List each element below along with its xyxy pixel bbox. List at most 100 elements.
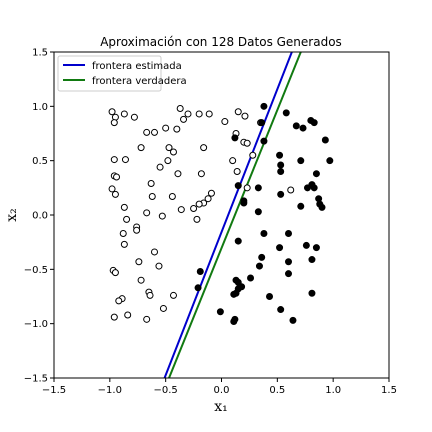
open-point — [180, 115, 188, 123]
filled-point — [308, 289, 316, 297]
open-point — [174, 170, 182, 178]
open-point — [115, 297, 123, 305]
filled-point — [276, 151, 284, 159]
open-point — [158, 212, 166, 220]
filled-point — [266, 293, 274, 300]
filled-point — [254, 184, 262, 192]
open-point — [151, 248, 158, 256]
open-point — [137, 276, 145, 284]
open-point — [193, 215, 201, 223]
filled-point — [260, 102, 268, 110]
y-tick-label: 0.5 — [32, 156, 48, 167]
filled-point — [230, 290, 238, 298]
open-point — [135, 258, 143, 266]
open-point — [108, 108, 116, 116]
open-point — [156, 163, 164, 171]
open-point — [155, 262, 163, 270]
open-point — [243, 184, 251, 192]
open-point — [195, 110, 203, 118]
filled-point — [282, 109, 290, 117]
open-point — [111, 190, 119, 198]
filled-point — [299, 124, 307, 132]
filled-point — [318, 203, 326, 211]
open-point — [143, 209, 151, 217]
filled-point — [326, 157, 334, 165]
open-point — [121, 156, 129, 164]
open-point — [124, 311, 132, 319]
open-point — [205, 110, 213, 118]
filled-point — [234, 182, 242, 190]
filled-point — [312, 170, 320, 178]
y-tick-label: 0.0 — [32, 211, 48, 222]
open-point — [169, 291, 177, 299]
open-point — [162, 124, 170, 132]
open-point — [169, 148, 177, 156]
open-point — [120, 203, 128, 211]
filled-point — [297, 157, 305, 165]
x-tick-label: 0.0 — [214, 385, 230, 396]
x-axis-title: x₁ — [214, 399, 228, 415]
open-point — [123, 215, 131, 223]
filled-point — [297, 202, 305, 210]
filled-point — [260, 137, 268, 145]
open-point — [133, 226, 141, 234]
x-tick-label: 1.0 — [325, 385, 341, 396]
open-point — [164, 157, 172, 165]
filled-point — [312, 244, 320, 252]
open-point — [108, 185, 116, 193]
open-point — [137, 144, 145, 152]
x-tick-label: −1.5 — [42, 385, 66, 396]
filled-point — [277, 190, 285, 198]
open-point — [113, 173, 121, 181]
y-tick-label: 1.0 — [32, 102, 48, 113]
true-boundary-line — [168, 51, 302, 379]
open-point — [146, 291, 154, 299]
filled-point — [277, 306, 285, 314]
open-point — [165, 144, 173, 152]
open-point — [190, 204, 198, 212]
filled-point — [277, 168, 285, 176]
open-point — [173, 125, 181, 133]
y-axis-ticks: −1.5 −1.0 −0.5 0.0 0.5 1.0 1.5 — [24, 48, 54, 385]
open-point — [233, 168, 241, 176]
open-point — [184, 110, 192, 118]
filled-point — [285, 229, 292, 237]
filled-point — [285, 270, 292, 278]
x-axis-ticks: −1.5 −1.0 −0.5 0.0 0.5 1.0 1.5 — [42, 378, 397, 396]
filled-point — [321, 136, 329, 144]
data-points — [108, 102, 334, 325]
open-point — [119, 229, 127, 237]
x-tick-label: −0.5 — [154, 385, 178, 396]
open-point — [207, 189, 215, 197]
filled-point — [277, 161, 285, 169]
open-point — [176, 105, 184, 113]
filled-point — [231, 134, 239, 142]
open-point — [148, 193, 156, 201]
open-point — [143, 128, 151, 136]
filled-point — [260, 229, 268, 237]
filled-point — [194, 284, 202, 292]
open-point — [204, 195, 212, 203]
open-point — [143, 315, 151, 323]
open-point — [200, 144, 208, 152]
open-point — [159, 304, 167, 312]
open-point — [120, 240, 128, 248]
open-point — [195, 200, 203, 208]
filled-point — [234, 237, 242, 245]
open-point — [229, 157, 237, 165]
filled-point — [308, 256, 316, 264]
chart-title: Aproximación con 128 Datos Generados — [100, 35, 342, 49]
filled-point — [302, 241, 310, 249]
filled-point — [258, 119, 266, 127]
open-point — [234, 108, 242, 116]
open-point — [147, 179, 155, 187]
x-tick-label: 0.5 — [269, 385, 285, 396]
open-point — [243, 139, 251, 147]
estimated-boundary-line — [163, 51, 293, 379]
filled-point — [230, 317, 238, 325]
y-tick-label: −0.5 — [24, 265, 48, 276]
filled-point — [240, 199, 248, 207]
y-tick-label: −1.5 — [24, 374, 48, 385]
open-point — [241, 112, 249, 120]
filled-point — [216, 308, 224, 316]
